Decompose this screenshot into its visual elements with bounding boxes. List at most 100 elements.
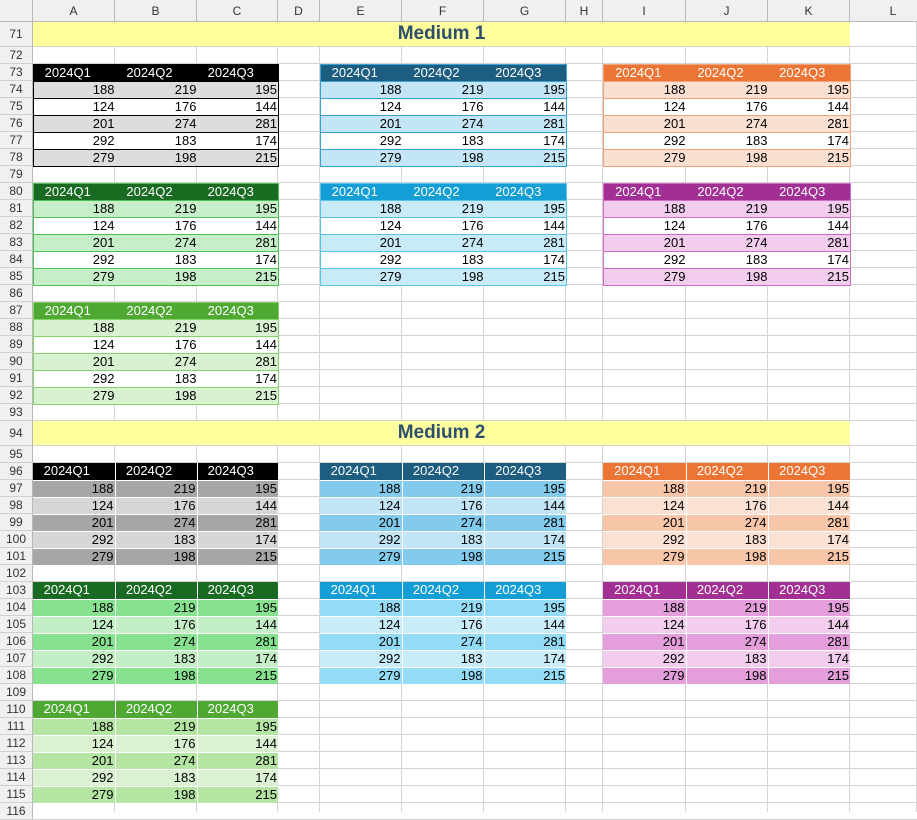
value-cell[interactable]: 215 — [484, 149, 567, 167]
row-header-102[interactable]: 102 — [0, 565, 33, 582]
value-cell[interactable]: 281 — [196, 513, 278, 531]
value-cell[interactable]: 198 — [686, 268, 769, 286]
header-cell[interactable]: 2024Q2 — [401, 463, 484, 480]
value-cell[interactable]: 281 — [483, 632, 566, 650]
value-cell[interactable]: 219 — [685, 479, 768, 497]
value-cell[interactable]: 279 — [603, 268, 687, 286]
value-cell[interactable]: 183 — [402, 132, 485, 150]
value-cell[interactable]: 188 — [320, 479, 402, 497]
value-cell[interactable]: 195 — [196, 479, 278, 497]
select-all-corner[interactable] — [0, 0, 33, 22]
value-cell[interactable]: 292 — [603, 251, 687, 269]
row-header-111[interactable]: 111 — [0, 718, 33, 735]
value-cell[interactable]: 188 — [603, 598, 686, 616]
row-header-112[interactable]: 112 — [0, 735, 33, 752]
value-cell[interactable]: 274 — [401, 632, 484, 650]
value-cell[interactable]: 292 — [603, 530, 686, 548]
value-cell[interactable]: 279 — [320, 149, 403, 167]
header-cell[interactable]: 2024Q1 — [603, 64, 687, 82]
value-cell[interactable]: 144 — [483, 615, 566, 633]
value-cell[interactable]: 144 — [767, 496, 850, 514]
value-cell[interactable]: 201 — [320, 115, 403, 133]
value-cell[interactable]: 215 — [197, 387, 279, 405]
header-cell[interactable]: 2024Q2 — [685, 463, 768, 480]
value-cell[interactable]: 201 — [33, 632, 115, 650]
row-header-82[interactable]: 82 — [0, 217, 33, 234]
header-cell[interactable]: 2024Q2 — [686, 183, 769, 201]
row-header-87[interactable]: 87 — [0, 302, 33, 319]
value-cell[interactable]: 274 — [686, 234, 769, 252]
value-cell[interactable]: 176 — [401, 496, 484, 514]
value-cell[interactable]: 219 — [401, 598, 484, 616]
value-cell[interactable]: 124 — [603, 615, 686, 633]
value-cell[interactable]: 198 — [401, 666, 484, 684]
header-cell[interactable]: 2024Q1 — [33, 64, 116, 82]
value-cell[interactable]: 183 — [401, 649, 484, 667]
value-cell[interactable]: 174 — [484, 132, 567, 150]
column-header-a[interactable]: A — [33, 0, 115, 22]
value-cell[interactable]: 176 — [115, 98, 198, 116]
header-cell[interactable]: 2024Q3 — [196, 701, 278, 718]
header-cell[interactable]: 2024Q1 — [33, 701, 115, 718]
value-cell[interactable]: 195 — [197, 319, 279, 337]
value-cell[interactable]: 188 — [320, 200, 403, 218]
value-cell[interactable]: 195 — [197, 81, 279, 99]
row-header-98[interactable]: 98 — [0, 497, 33, 514]
value-cell[interactable]: 144 — [483, 496, 566, 514]
value-cell[interactable]: 195 — [483, 598, 566, 616]
value-cell[interactable]: 281 — [768, 115, 851, 133]
row-header-73[interactable]: 73 — [0, 64, 33, 81]
value-cell[interactable]: 292 — [320, 251, 403, 269]
header-cell[interactable]: 2024Q3 — [768, 64, 851, 82]
row-header-107[interactable]: 107 — [0, 650, 33, 667]
value-cell[interactable]: 183 — [402, 251, 485, 269]
row-header-93[interactable]: 93 — [0, 404, 33, 421]
header-cell[interactable]: 2024Q1 — [603, 582, 686, 599]
value-cell[interactable]: 144 — [196, 734, 278, 752]
header-cell[interactable]: 2024Q3 — [767, 582, 850, 599]
row-header-72[interactable]: 72 — [0, 47, 33, 64]
value-cell[interactable]: 124 — [33, 98, 116, 116]
value-cell[interactable]: 219 — [401, 479, 484, 497]
value-cell[interactable]: 144 — [767, 615, 850, 633]
row-header-104[interactable]: 104 — [0, 599, 33, 616]
header-cell[interactable]: 2024Q2 — [402, 183, 485, 201]
value-cell[interactable]: 195 — [484, 200, 567, 218]
row-header-100[interactable]: 100 — [0, 531, 33, 548]
value-cell[interactable]: 219 — [686, 200, 769, 218]
value-cell[interactable]: 215 — [197, 268, 279, 286]
value-cell[interactable]: 188 — [33, 598, 115, 616]
value-cell[interactable]: 274 — [402, 234, 485, 252]
value-cell[interactable]: 198 — [114, 785, 197, 803]
row-header-103[interactable]: 103 — [0, 582, 33, 599]
value-cell[interactable]: 274 — [115, 115, 198, 133]
value-cell[interactable]: 274 — [114, 751, 197, 769]
column-header-i[interactable]: I — [603, 0, 686, 22]
row-header-110[interactable]: 110 — [0, 701, 33, 718]
value-cell[interactable]: 174 — [483, 649, 566, 667]
value-cell[interactable]: 124 — [320, 496, 402, 514]
value-cell[interactable]: 188 — [33, 200, 116, 218]
value-cell[interactable]: 198 — [114, 666, 197, 684]
value-cell[interactable]: 201 — [603, 115, 687, 133]
value-cell[interactable]: 174 — [197, 132, 279, 150]
value-cell[interactable]: 176 — [685, 615, 768, 633]
value-cell[interactable]: 201 — [33, 751, 115, 769]
value-cell[interactable]: 195 — [767, 598, 850, 616]
value-cell[interactable]: 281 — [768, 234, 851, 252]
row-header-83[interactable]: 83 — [0, 234, 33, 251]
value-cell[interactable]: 198 — [686, 149, 769, 167]
value-cell[interactable]: 176 — [402, 98, 485, 116]
value-cell[interactable]: 215 — [768, 268, 851, 286]
value-cell[interactable]: 183 — [114, 768, 197, 786]
value-cell[interactable]: 215 — [196, 547, 278, 565]
value-cell[interactable]: 195 — [196, 717, 278, 735]
value-cell[interactable]: 174 — [767, 530, 850, 548]
value-cell[interactable]: 144 — [196, 496, 278, 514]
value-cell[interactable]: 144 — [197, 336, 279, 354]
row-header-96[interactable]: 96 — [0, 463, 33, 480]
value-cell[interactable]: 215 — [767, 666, 850, 684]
value-cell[interactable]: 176 — [114, 734, 197, 752]
value-cell[interactable]: 292 — [33, 768, 115, 786]
value-cell[interactable]: 124 — [603, 217, 687, 235]
